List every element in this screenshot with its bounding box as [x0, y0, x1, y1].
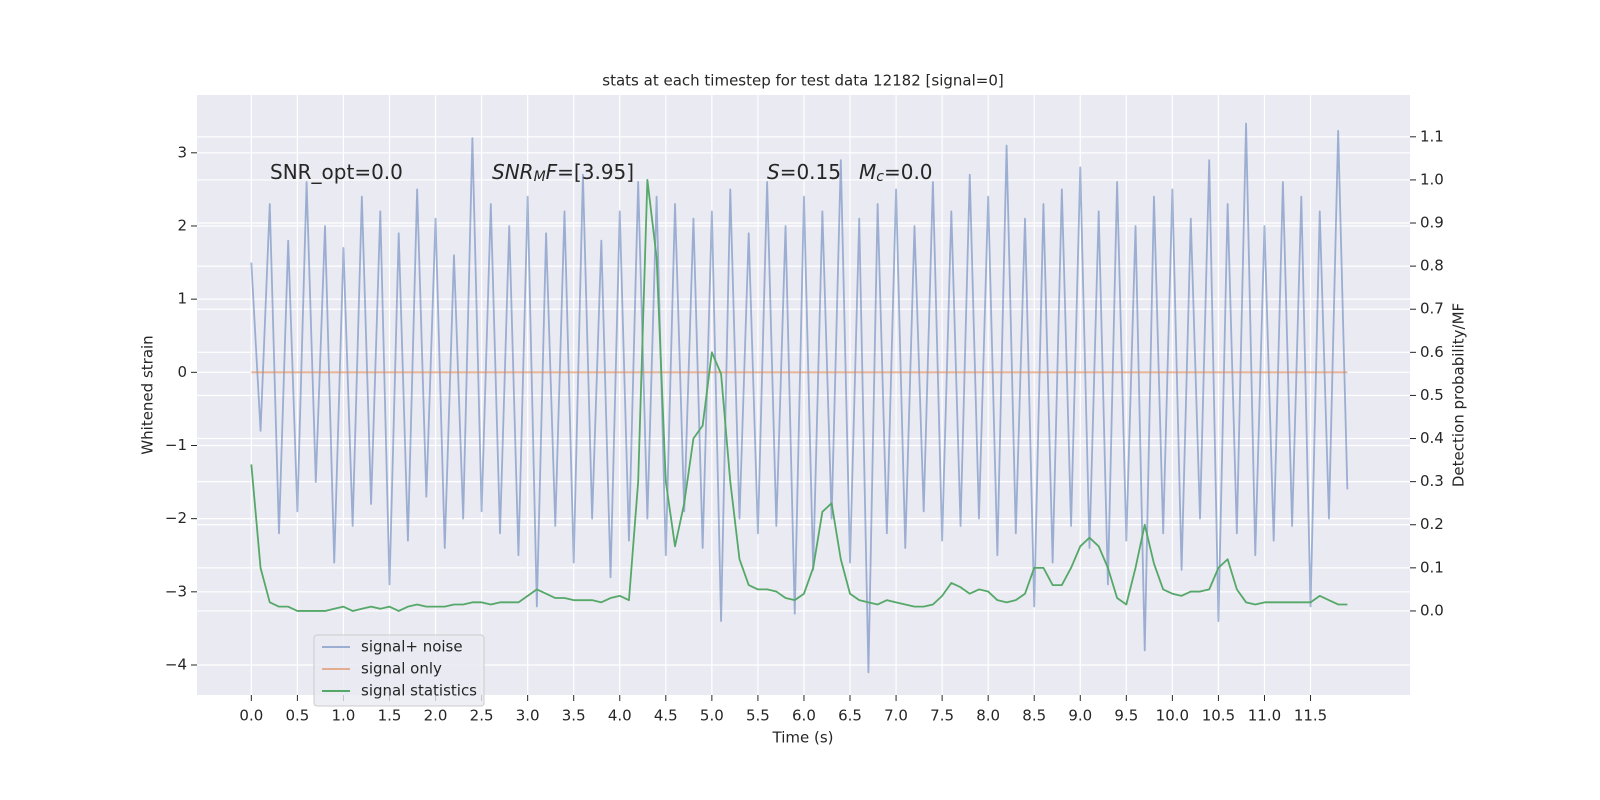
annotation-part: c — [876, 169, 884, 185]
annotation: S=0.15 — [767, 160, 841, 184]
x-tick-label: 1.5 — [378, 707, 402, 725]
y-tick-label: −3 — [165, 582, 187, 600]
y-tick-label: −4 — [165, 656, 187, 674]
annotation-part: =0.15 — [780, 160, 841, 184]
x-tick-label: 11.5 — [1294, 707, 1327, 725]
x-tick-label: 4.0 — [608, 707, 632, 725]
legend-label: signal only — [361, 660, 442, 678]
x-tick-label: 9.5 — [1114, 707, 1138, 725]
series-line — [250, 179, 1348, 612]
legend-label: signal+ noise — [361, 638, 463, 656]
annotation-part: F — [546, 160, 558, 184]
y2-tick-label: 1.0 — [1420, 170, 1444, 188]
y2-tick-label: 0.8 — [1420, 257, 1444, 275]
y-tick-label: −2 — [165, 509, 187, 527]
x-tick-label: 10.0 — [1156, 707, 1189, 725]
series-line — [250, 122, 1349, 674]
y-tick-label: 0 — [177, 363, 187, 381]
annotation-part: =[3.95] — [557, 160, 634, 184]
y-tick-label: 2 — [177, 216, 187, 234]
x-tick-label: 0.5 — [285, 707, 309, 725]
x-tick-label: 3.0 — [516, 707, 540, 725]
y2-tick-label: 0.9 — [1420, 214, 1444, 232]
y2-tick-label: 0.4 — [1420, 429, 1444, 447]
y2-tick-label: 0.5 — [1420, 386, 1444, 404]
y-axis-label: Whitened strain — [139, 335, 157, 454]
annotation-part: SNR — [492, 160, 534, 184]
annotation: SNRMF=[3.95] — [492, 160, 634, 185]
x-tick-label: 7.5 — [930, 707, 954, 725]
x-tick-label: 6.5 — [838, 707, 862, 725]
chart-title: stats at each timestep for test data 121… — [602, 72, 1003, 90]
y-tick-label: 1 — [177, 290, 187, 308]
x-tick-label: 2.5 — [470, 707, 494, 725]
annotation-part: M — [534, 169, 546, 185]
x-tick-label: 6.0 — [792, 707, 816, 725]
legend-label: signal statistics — [361, 682, 477, 700]
annotation-part: SNR_opt=0.0 — [270, 160, 403, 184]
x-tick-label: 8.5 — [1022, 707, 1046, 725]
x-tick-label: 9.0 — [1068, 707, 1092, 725]
x-tick-label: 1.0 — [332, 707, 356, 725]
x-tick-label: 5.5 — [746, 707, 770, 725]
y2-tick-label: 1.1 — [1420, 127, 1444, 145]
x-tick-label: 2.0 — [424, 707, 448, 725]
y2-axis-label: Detection probability/MF — [1450, 303, 1468, 487]
y-tick-label: 3 — [177, 143, 187, 161]
x-axis-label: Time (s) — [772, 729, 834, 747]
x-tick-label: 8.0 — [976, 707, 1000, 725]
x-tick-label: 4.5 — [654, 707, 678, 725]
y2-tick-label: 0.0 — [1420, 601, 1444, 619]
legend-box — [313, 634, 485, 707]
y-tick-label: −1 — [165, 436, 187, 454]
x-tick-label: 0.0 — [239, 707, 263, 725]
annotation: Mc=0.0 — [859, 160, 933, 185]
x-tick-label: 5.0 — [700, 707, 724, 725]
y2-tick-label: 0.3 — [1420, 472, 1444, 490]
y2-tick-label: 0.2 — [1420, 515, 1444, 533]
y2-tick-label: 0.7 — [1420, 300, 1444, 318]
x-tick-label: 11.0 — [1248, 707, 1281, 725]
x-tick-label: 10.5 — [1202, 707, 1235, 725]
y2-tick-label: 0.6 — [1420, 343, 1444, 361]
y2-tick-label: 0.1 — [1420, 558, 1444, 576]
annotation: SNR_opt=0.0 — [270, 160, 403, 184]
annotation-part: M — [859, 160, 876, 184]
x-tick-label: 3.5 — [562, 707, 586, 725]
annotation-part: S — [767, 160, 780, 184]
x-tick-label: 7.0 — [884, 707, 908, 725]
annotation-part: =0.0 — [884, 160, 933, 184]
